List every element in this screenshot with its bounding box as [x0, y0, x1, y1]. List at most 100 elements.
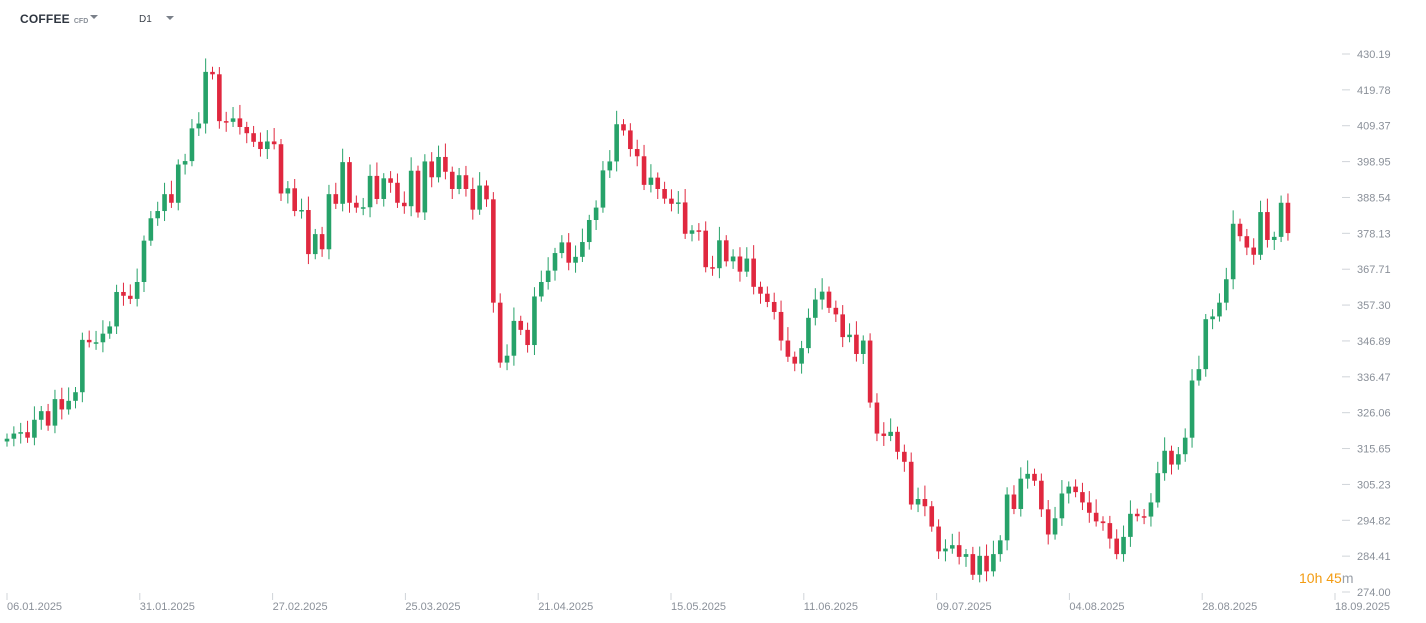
- candle-body-down: [292, 188, 297, 212]
- candle-body-down: [1045, 509, 1051, 535]
- candle-body-up: [915, 498, 921, 505]
- candle-body-up: [963, 554, 969, 557]
- candle-body-up: [1155, 473, 1161, 503]
- candle-body-down: [778, 311, 784, 341]
- candle-body-up: [265, 141, 270, 150]
- y-axis-tick-label: 367.71: [1357, 264, 1391, 276]
- candle-body-down: [628, 130, 633, 150]
- timeframe-selector[interactable]: D1: [139, 14, 152, 25]
- candle-body-down: [258, 141, 263, 150]
- candle-body-up: [477, 185, 482, 210]
- candle-body-up: [943, 548, 948, 552]
- candle-body-down: [1080, 492, 1085, 503]
- candle-body-down: [1073, 486, 1078, 493]
- candle-body-up: [162, 194, 167, 212]
- candle-body-down: [710, 267, 715, 269]
- symbol-selector[interactable]: COFFEE CFD: [20, 12, 88, 26]
- candle-body-down: [682, 202, 688, 234]
- candle-body-down: [251, 133, 256, 142]
- y-axis-tick-label: 357.30: [1357, 300, 1391, 312]
- candle-body-down: [429, 161, 434, 178]
- candle-body-down: [1169, 450, 1174, 465]
- y-axis-tick-label: 336.47: [1357, 372, 1391, 384]
- x-axis-tick-label: 27.02.2025: [273, 601, 328, 613]
- candle-body-down: [1032, 473, 1037, 481]
- candle-body-down: [237, 118, 243, 127]
- candle-body-up: [997, 540, 1003, 555]
- symbol-dropdown-chevron-icon[interactable]: [90, 15, 98, 19]
- candle-body-up: [689, 230, 695, 234]
- x-axis-tick-label: 11.06.2025: [804, 601, 858, 613]
- candle-body-up: [299, 210, 304, 212]
- candle-body-down: [1100, 521, 1106, 524]
- x-axis-tick-label: 18.09.2025: [1335, 601, 1390, 613]
- candle-body-up: [1059, 493, 1065, 519]
- candle-body-up: [1203, 319, 1209, 370]
- candle-body-down: [1107, 523, 1113, 539]
- candle-body-up: [532, 296, 537, 346]
- candle-body-up: [1018, 478, 1024, 509]
- x-axis-tick-label: 06.01.2025: [7, 601, 62, 613]
- candle-body-up: [148, 218, 154, 241]
- candle-body-up: [66, 400, 71, 410]
- y-axis-tick-label: 409.37: [1357, 121, 1391, 133]
- candle-body-up: [1121, 536, 1126, 555]
- candle-body-up: [141, 240, 147, 282]
- candle-body-down: [1039, 480, 1044, 510]
- candle-body-up: [1004, 494, 1010, 541]
- candle-body-up: [182, 161, 188, 165]
- candle-body-up: [1189, 380, 1195, 438]
- candle-body-up: [189, 128, 195, 162]
- candle-body-up: [593, 207, 599, 220]
- candle-body-up: [648, 177, 654, 185]
- candle-body-up: [422, 161, 428, 213]
- candle-body-up: [1196, 369, 1202, 381]
- candle-body-down: [929, 506, 935, 527]
- candle-body-down: [758, 286, 763, 294]
- candle-body-down: [970, 554, 976, 575]
- x-axis-tick-label: 28.08.2025: [1202, 601, 1257, 613]
- candle-body-down: [854, 334, 859, 354]
- symbol-type: CFD: [73, 18, 89, 25]
- candle-body-up: [360, 207, 366, 209]
- candle-body-down: [751, 258, 756, 287]
- candle-body-down: [785, 340, 791, 357]
- candle-body-up: [1258, 212, 1263, 255]
- candle-body-down: [696, 230, 702, 232]
- candle-body-up: [799, 348, 804, 364]
- candle-body-down: [210, 71, 215, 75]
- candle-body-up: [38, 411, 44, 420]
- candle-body-up: [73, 392, 78, 401]
- candle-body-down: [1285, 202, 1291, 234]
- candle-body-down: [121, 291, 126, 296]
- candle-body-down: [765, 293, 770, 302]
- candle-body-up: [408, 170, 414, 207]
- candle-body-up: [312, 234, 318, 255]
- candle-body-down: [566, 242, 571, 263]
- candle-body-down: [771, 301, 777, 312]
- candle-body-up: [559, 242, 565, 254]
- candle-body-down: [271, 141, 277, 145]
- candle-body-down: [908, 461, 914, 505]
- y-axis-tick-label: 326.06: [1357, 408, 1391, 420]
- candle-body-up: [1182, 437, 1188, 455]
- candle-body-down: [621, 124, 626, 131]
- candle-body-down: [936, 526, 941, 552]
- candle-body-down: [881, 433, 887, 436]
- candle-body-down: [703, 230, 708, 268]
- candle-body-up: [114, 291, 119, 327]
- candle-body-up: [991, 554, 996, 572]
- candle-body-down: [737, 256, 743, 272]
- candle-body-up: [1271, 236, 1277, 240]
- y-axis-tick-label: 346.89: [1357, 336, 1391, 348]
- candle-body-down: [1011, 494, 1017, 509]
- candle-body-up: [367, 175, 373, 208]
- candle-body-down: [333, 194, 339, 204]
- timeframe-dropdown-chevron-icon[interactable]: [166, 16, 174, 20]
- candle-body-down: [484, 185, 489, 200]
- candle-body-up: [676, 202, 681, 204]
- candle-body-down: [347, 162, 352, 203]
- x-axis-tick-label: 15.05.2025: [671, 601, 726, 613]
- candle-body-up: [545, 270, 551, 282]
